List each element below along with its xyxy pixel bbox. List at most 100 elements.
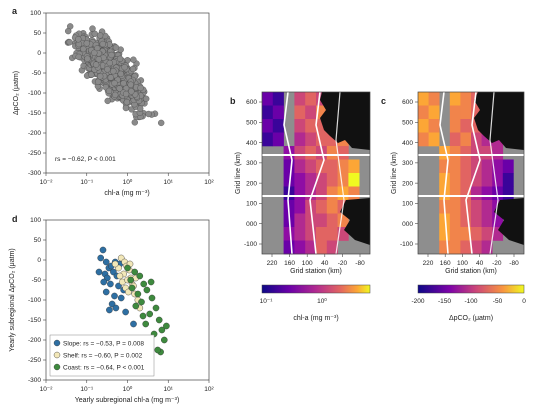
y-tick-label: 600 — [246, 99, 257, 106]
heatmap-cell — [326, 240, 338, 255]
y-tick-label: 0 — [37, 257, 41, 264]
heatmap-cell — [449, 186, 461, 201]
panel-c-y-ticks: 600 500 400 300 200 100 000 -100 — [400, 99, 418, 248]
x-tick-label: 10⁻² — [40, 179, 54, 186]
heatmap-cell — [294, 119, 306, 133]
heatmap-cell — [294, 132, 306, 147]
scatter-point — [122, 104, 130, 112]
heatmap-cell — [272, 132, 284, 147]
heatmap-cell — [305, 146, 317, 160]
heatmap-cell — [283, 146, 295, 160]
point-series-2 — [147, 278, 155, 286]
point-series-0 — [100, 278, 107, 286]
x-tick-label: 40 — [476, 260, 484, 267]
scatter-point — [106, 59, 113, 67]
point-series-2 — [152, 304, 160, 312]
heatmap-cell — [428, 119, 440, 133]
heatmap-cell — [471, 105, 482, 120]
point-series-2 — [143, 286, 151, 294]
heatmap-cell — [418, 132, 429, 147]
heatmap-cell — [337, 146, 349, 160]
heatmap-cell — [305, 173, 317, 187]
y-tick-label: -300 — [28, 377, 41, 384]
heatmap-cell — [418, 105, 429, 120]
point-series-2 — [155, 316, 163, 324]
colorbar-tick-label: -200 — [411, 298, 424, 305]
x-tick-label: 40 — [321, 260, 329, 267]
scatter-point — [112, 44, 120, 51]
panel-b-coastline — [320, 92, 370, 245]
scatter-point — [80, 45, 87, 53]
heatmap-cell — [492, 227, 504, 241]
heatmap-cell — [348, 186, 360, 201]
panel-b-xlabel: Grid station (km) — [290, 268, 342, 275]
panel-b-colorbar-tick-1: 10⁰ — [317, 297, 327, 305]
scatter-point — [105, 87, 113, 95]
scatter-point — [143, 95, 150, 102]
heatmap-cell — [449, 213, 461, 228]
colorbar-tick-label: -50 — [493, 298, 503, 305]
heatmap-cell — [283, 227, 295, 241]
y-tick-label: 100 — [30, 217, 41, 224]
panel-d-x-ticks: 10⁻² 10⁻¹ 10⁰ 10¹ 10² — [40, 380, 215, 393]
scatter-point — [99, 40, 106, 48]
heatmap-cell — [316, 173, 328, 187]
legend-label-slope: Slope: rs = −0.53, P = 0.008 — [63, 341, 144, 348]
x-tick-label: -20 — [492, 260, 502, 267]
point-series-2 — [132, 302, 140, 310]
scatter-point — [130, 56, 137, 63]
heatmap-cell — [460, 186, 472, 201]
heatmap-cell — [294, 186, 306, 201]
heatmap-cell — [471, 159, 482, 174]
heatmap-cell — [305, 240, 317, 255]
panel-b-colorbar-tick-0: 10⁻¹ — [260, 298, 274, 305]
panel-c: c 600 500 400 300 200 100 000 -100 220 160 100 40 -… — [381, 91, 526, 322]
heatmap-cell — [460, 227, 472, 241]
point-series-0 — [106, 306, 113, 314]
heatmap-cell — [337, 159, 349, 174]
heatmap-cell — [326, 146, 338, 160]
heatmap-cell — [283, 173, 295, 187]
scatter-point — [97, 73, 104, 80]
heatmap-cell — [428, 132, 440, 147]
point-series-2 — [154, 346, 161, 354]
y-tick-label: 400 — [402, 140, 413, 147]
heatmap-cell — [449, 173, 461, 187]
scatter-point — [112, 91, 119, 99]
x-tick-label: 160 — [440, 260, 451, 267]
x-tick-label: 10⁰ — [123, 385, 133, 393]
heatmap-cell — [428, 105, 440, 120]
point-series-0 — [107, 280, 114, 288]
heatmap-cell — [502, 186, 514, 201]
colorbar-tick-label: 0 — [522, 298, 526, 305]
heatmap-cell — [348, 173, 360, 187]
heatmap-cell — [471, 227, 482, 241]
heatmap-cell — [481, 159, 493, 174]
heatmap-cell — [305, 227, 317, 241]
heatmap-cell — [262, 105, 274, 120]
heatmap-cell — [305, 159, 317, 174]
heatmap-cell — [272, 92, 284, 106]
panel-c-colorbar — [417, 284, 525, 294]
x-tick-label: 220 — [267, 260, 278, 267]
legend-label-shelf: Shelf: rs = −0.60, P = 0.002 — [63, 353, 143, 360]
scatter-point — [145, 110, 152, 118]
heatmap-cell — [272, 119, 284, 133]
x-tick-label: 220 — [423, 260, 434, 267]
heatmap-cell — [492, 146, 504, 160]
point-series-0 — [130, 320, 137, 328]
y-tick-label: -250 — [28, 150, 41, 157]
heatmap-cell — [305, 119, 317, 133]
panel-d-ylabel: Yearly subregional ΔpCO₂ (μatm) — [9, 248, 16, 351]
panel-a-x-ticks: 10⁻² 10⁻¹ 10⁰ 10¹ 10² — [40, 173, 215, 186]
scatter-point — [121, 64, 128, 71]
heatmap-cell — [449, 240, 461, 255]
heatmap-cell — [471, 132, 482, 147]
panel-b: b 600 500 400 300 200 100 000 -100 220 160 100 40 -… — [230, 91, 371, 322]
panel-b-colorbar — [261, 284, 371, 294]
panel-letter-c: c — [381, 96, 386, 106]
panel-c-xlabel: Grid station (km) — [445, 268, 497, 275]
heatmap-cell — [481, 132, 493, 147]
point-series-2 — [160, 336, 168, 344]
heatmap-cell — [294, 227, 306, 241]
